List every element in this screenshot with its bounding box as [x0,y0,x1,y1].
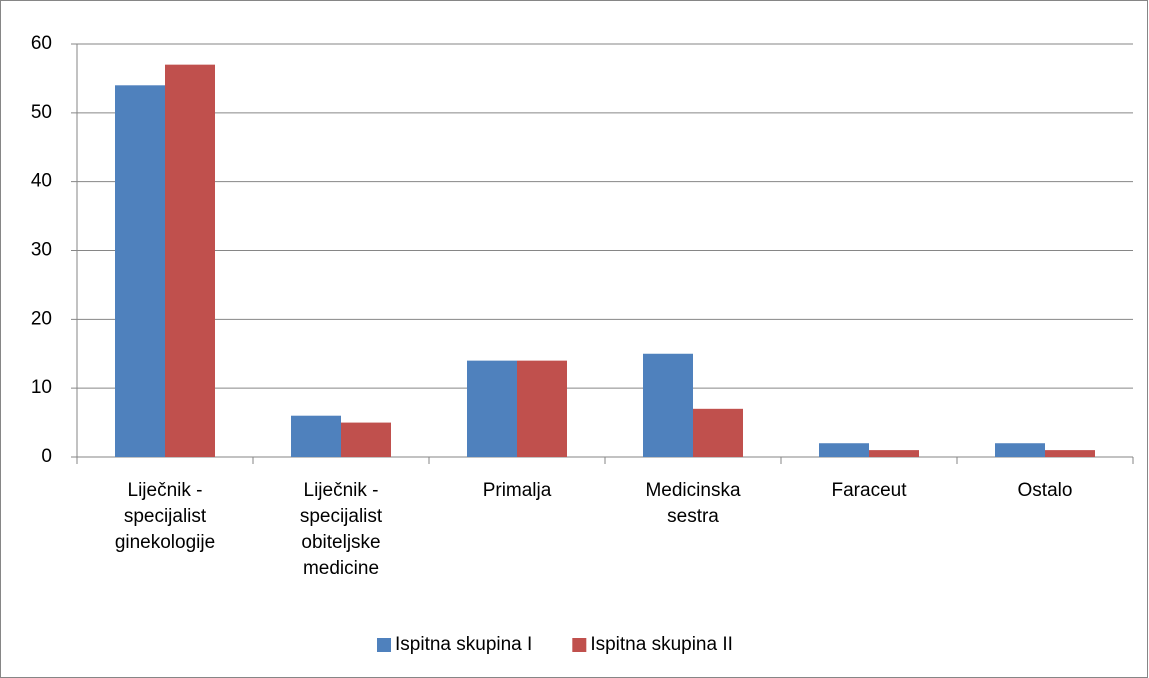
x-tick-label: Liječnik - specijalist obiteljske medici… [299,480,383,579]
legend-label: Ispitna skupina I [395,634,532,655]
x-tick-label: Ostalo [1017,480,1073,501]
bar [291,415,341,457]
bar [115,85,165,458]
y-tick-label: 0 [41,446,52,467]
bar [819,443,869,457]
bar [643,353,693,457]
x-tick-label: Faraceut [831,480,907,501]
bar [517,360,567,457]
y-tick-label: 50 [31,102,52,123]
bar [165,64,215,458]
bar [467,360,517,457]
x-tick-label: Primalja [482,480,552,501]
y-tick-label: 60 [31,33,52,54]
y-tick-label: 10 [31,377,52,398]
x-tick-label: Liječnik - specijalist ginekologije [114,480,216,553]
legend-swatch [572,638,587,652]
bar [995,443,1045,457]
bar [1045,450,1095,457]
y-tick-label: 40 [31,171,52,192]
bar [869,450,919,457]
y-tick-label: 20 [31,308,52,329]
legend-swatch [377,638,391,652]
x-tick-label: Medicinska sestra [645,480,741,527]
legend-label: Ispitna skupina II [590,634,733,655]
bar [693,408,743,457]
y-tick-label: 30 [31,240,52,261]
bar [341,422,391,457]
